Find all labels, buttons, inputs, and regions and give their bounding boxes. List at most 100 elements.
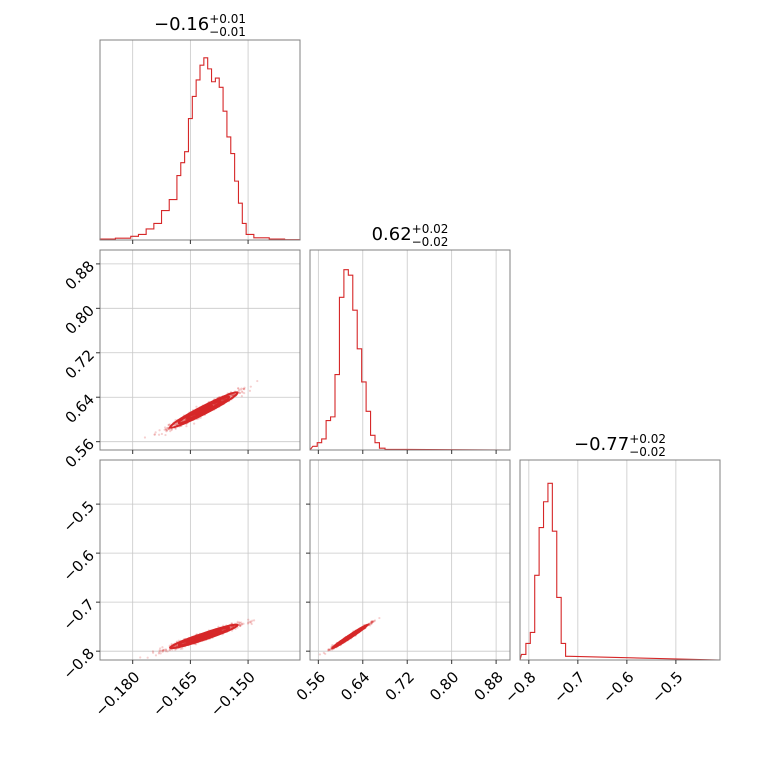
hist-bin: [335, 375, 339, 450]
y-tick-label-0-7: −0.7: [60, 595, 98, 633]
x-tick-label-0-165: −0.165: [149, 668, 201, 720]
hist-bin: [169, 200, 177, 240]
sample-point: [370, 620, 373, 623]
sample-point: [158, 651, 161, 654]
hist-bin: [192, 96, 196, 240]
hist-bin: [185, 152, 189, 240]
sample-point: [153, 433, 156, 436]
sample-point: [166, 428, 169, 432]
sample-point: [328, 648, 331, 651]
hist-bin: [548, 483, 552, 660]
sample-point: [240, 395, 243, 398]
sample-point: [242, 387, 245, 390]
hist-bin: [544, 502, 548, 660]
histogram-line: [309, 269, 511, 451]
sample-point: [252, 619, 256, 622]
sample-point: [161, 650, 164, 653]
hist-bin: [162, 211, 170, 240]
sample-point: [173, 424, 176, 427]
sample-point: [166, 426, 169, 429]
sample-point: [241, 622, 244, 626]
panel-title-0: −0.16+0.01 −0.01: [154, 12, 246, 39]
sample-point: [370, 620, 374, 624]
sample-point: [167, 423, 170, 426]
y-tick-label-0-72: 0.72: [62, 346, 98, 382]
hist-bin: [530, 632, 534, 660]
sample-point: [246, 622, 250, 625]
hist-bin: [313, 446, 317, 450]
sample-point: [327, 648, 330, 651]
hist-bin: [322, 439, 326, 450]
hist-bin: [208, 69, 212, 240]
x-tick-label-0-150: −0.150: [207, 668, 259, 720]
sample-point: [229, 395, 233, 398]
sample-point: [170, 642, 173, 646]
x-tick-label-0-8: −0.8: [501, 668, 539, 706]
density-contour: [169, 623, 239, 650]
hist-bin: [366, 411, 370, 450]
sample-point: [327, 648, 330, 651]
sample-point: [158, 649, 161, 652]
sample-point: [161, 649, 165, 652]
sample-point: [373, 620, 376, 623]
sample-point: [370, 622, 373, 626]
panel-frame: [99, 249, 301, 451]
title-value: −0.16: [154, 14, 209, 35]
hist-bin: [362, 382, 366, 450]
sample-point: [181, 647, 184, 650]
sample-point: [370, 620, 373, 623]
scatter-panel-0-2: [96, 459, 301, 664]
density-contour: [331, 623, 369, 650]
hist-bin: [526, 643, 530, 660]
sample-point: [185, 425, 188, 428]
x-tick-label-0-72: 0.72: [382, 668, 418, 704]
sample-point: [240, 623, 243, 626]
hist-bin: [231, 154, 235, 240]
hist-bin: [146, 229, 154, 240]
hist-bin: [227, 137, 231, 240]
hist-bin: [561, 643, 565, 660]
sample-point: [174, 648, 177, 651]
sample-point: [239, 624, 242, 627]
sample-point: [164, 427, 167, 431]
hist-bin: [521, 654, 525, 660]
hist-bin: [131, 236, 139, 240]
sample-point: [241, 391, 244, 394]
sample-point: [157, 433, 161, 436]
hist-bin: [535, 575, 539, 660]
sample-point: [371, 621, 374, 624]
sample-point: [370, 621, 373, 624]
sample-point: [331, 648, 334, 651]
sample-point: [238, 621, 241, 624]
scatter-panel-1-2: [306, 459, 511, 664]
sample-point: [167, 423, 171, 427]
hist-bin: [339, 297, 343, 450]
sample-point: [240, 390, 243, 393]
x-tick-label-0-88: 0.88: [471, 668, 507, 704]
sample-point: [162, 649, 165, 652]
sample-point: [249, 385, 252, 388]
histogram-line: [519, 482, 721, 661]
y-tick-label-0-88: 0.88: [62, 257, 98, 293]
sample-point: [168, 648, 171, 652]
sample-point: [239, 624, 242, 627]
sample-point: [239, 624, 242, 628]
x-tick-label-0-6: −0.6: [599, 668, 637, 706]
sample-point: [247, 621, 250, 624]
sample-point: [143, 436, 147, 439]
sample-point: [195, 643, 198, 646]
sample-point: [240, 621, 243, 624]
sample-point: [250, 621, 253, 624]
title-plus: +0.02: [412, 222, 449, 236]
sample-point: [170, 428, 173, 431]
sample-point: [164, 428, 168, 431]
sample-point: [230, 394, 233, 397]
sample-point: [370, 621, 373, 624]
title-value: 0.62: [372, 224, 412, 245]
hist-bin: [212, 82, 216, 240]
hist-bin: [348, 275, 352, 450]
sample-point: [230, 393, 234, 397]
sample-point: [369, 624, 372, 627]
sample-point: [378, 616, 381, 620]
histogram-line: [99, 57, 301, 241]
